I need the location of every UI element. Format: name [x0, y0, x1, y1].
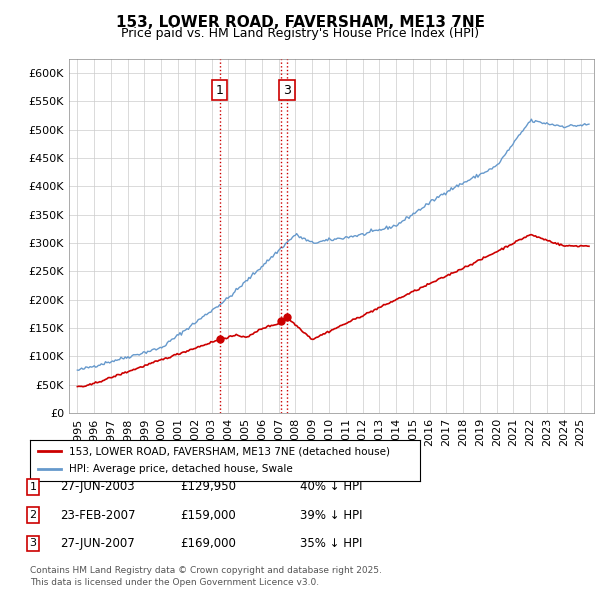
Text: 1: 1	[216, 84, 224, 97]
Text: 3: 3	[283, 84, 291, 97]
Text: Price paid vs. HM Land Registry's House Price Index (HPI): Price paid vs. HM Land Registry's House …	[121, 27, 479, 40]
Text: 27-JUN-2003: 27-JUN-2003	[60, 480, 134, 493]
Text: 35% ↓ HPI: 35% ↓ HPI	[300, 537, 362, 550]
Text: 153, LOWER ROAD, FAVERSHAM, ME13 7NE: 153, LOWER ROAD, FAVERSHAM, ME13 7NE	[115, 15, 485, 30]
Text: Contains HM Land Registry data © Crown copyright and database right 2025.
This d: Contains HM Land Registry data © Crown c…	[30, 566, 382, 587]
Text: 153, LOWER ROAD, FAVERSHAM, ME13 7NE (detached house): 153, LOWER ROAD, FAVERSHAM, ME13 7NE (de…	[69, 446, 390, 456]
Text: 2: 2	[29, 510, 37, 520]
Text: HPI: Average price, detached house, Swale: HPI: Average price, detached house, Swal…	[69, 464, 293, 474]
Text: 39% ↓ HPI: 39% ↓ HPI	[300, 509, 362, 522]
Text: £159,000: £159,000	[180, 509, 236, 522]
Text: £129,950: £129,950	[180, 480, 236, 493]
Text: 27-JUN-2007: 27-JUN-2007	[60, 537, 135, 550]
Text: £169,000: £169,000	[180, 537, 236, 550]
Text: 40% ↓ HPI: 40% ↓ HPI	[300, 480, 362, 493]
Text: 23-FEB-2007: 23-FEB-2007	[60, 509, 136, 522]
Text: 1: 1	[29, 482, 37, 491]
Text: 3: 3	[29, 539, 37, 548]
